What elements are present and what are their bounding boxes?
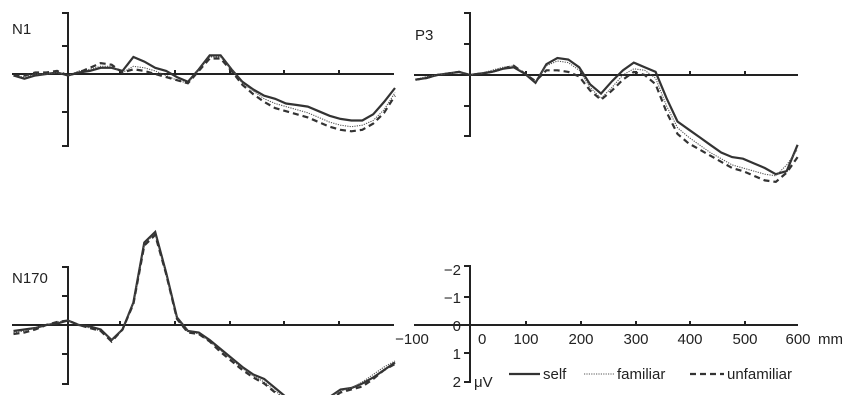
panel-n1-series-unfamiliar bbox=[13, 57, 396, 133]
y-tick-label: 2 bbox=[453, 374, 461, 391]
panel-n170-x-ticks bbox=[62, 295, 340, 355]
panel-n170-series-unfamiliar bbox=[13, 232, 396, 395]
y-tick-label: 1 bbox=[453, 346, 461, 363]
y-tick-label: −1 bbox=[444, 290, 461, 307]
panel-n1: N1 bbox=[12, 12, 396, 147]
x-tick-label: 200 bbox=[568, 331, 593, 348]
panel-n1-y-axis bbox=[62, 12, 69, 147]
y-tick-label: 0 bbox=[453, 318, 461, 335]
x-tick-label: 400 bbox=[677, 331, 702, 348]
legend: self familiar unfamiliar bbox=[509, 366, 792, 383]
panel-p3: P3 bbox=[414, 12, 799, 184]
scale-x-ticks bbox=[525, 321, 746, 325]
panel-n1-x-ticks bbox=[62, 45, 340, 113]
legend-label-familiar: familiar bbox=[617, 366, 665, 383]
panel-p3-series-unfamiliar bbox=[415, 64, 799, 184]
panel-label-n1: N1 bbox=[12, 21, 31, 38]
legend-label-unfamiliar: unfamiliar bbox=[727, 366, 792, 383]
panel-n170: N170 bbox=[12, 229, 396, 395]
scale-key: −2 −1 0 1 2 −100 0 100 200 300 400 500 6… bbox=[395, 262, 843, 391]
panel-n170-series-self bbox=[13, 229, 396, 395]
panel-n1-series-familiar bbox=[13, 56, 396, 128]
x-unit-label: mm bbox=[818, 331, 843, 348]
x-tick-label: 500 bbox=[732, 331, 757, 348]
legend-label-self: self bbox=[543, 366, 567, 383]
y-tick-label: −2 bbox=[444, 262, 461, 279]
panel-n170-series-familiar bbox=[13, 232, 396, 395]
panel-label-n170: N170 bbox=[12, 270, 48, 287]
panel-label-p3: P3 bbox=[415, 27, 433, 44]
panel-n1-series-self bbox=[13, 54, 396, 122]
y-unit-label: μV bbox=[474, 374, 493, 391]
x-tick-label: 100 bbox=[513, 331, 538, 348]
x-tick-label: 0 bbox=[478, 331, 486, 348]
x-tick-label: 300 bbox=[623, 331, 648, 348]
x-tick-label: 600 bbox=[785, 331, 810, 348]
x-tick-label: −100 bbox=[395, 331, 429, 348]
